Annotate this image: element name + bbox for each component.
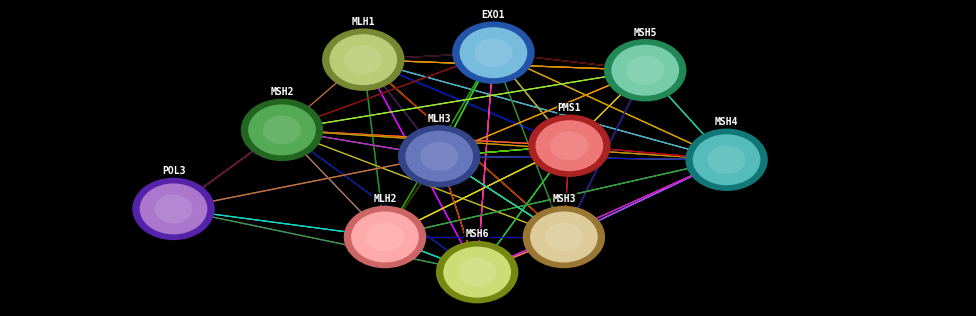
Ellipse shape [247, 104, 316, 156]
Ellipse shape [545, 222, 583, 252]
Ellipse shape [604, 39, 686, 101]
Ellipse shape [708, 145, 746, 174]
Ellipse shape [692, 133, 761, 186]
Ellipse shape [442, 246, 511, 298]
Text: MSH6: MSH6 [466, 229, 489, 240]
Text: POL3: POL3 [162, 166, 185, 176]
Ellipse shape [459, 26, 528, 79]
Ellipse shape [329, 33, 398, 86]
Ellipse shape [398, 125, 480, 187]
Ellipse shape [535, 119, 604, 172]
Text: MLH1: MLH1 [351, 17, 375, 27]
Text: MSH4: MSH4 [714, 117, 738, 127]
Ellipse shape [523, 206, 605, 268]
Ellipse shape [350, 211, 420, 263]
Ellipse shape [133, 178, 215, 240]
Text: MSH2: MSH2 [270, 87, 294, 97]
Ellipse shape [404, 130, 474, 183]
Text: MLH3: MLH3 [427, 113, 451, 124]
Ellipse shape [420, 142, 459, 171]
Text: EXO1: EXO1 [482, 10, 506, 20]
Ellipse shape [611, 44, 680, 97]
Ellipse shape [452, 21, 535, 84]
Ellipse shape [529, 211, 598, 263]
Ellipse shape [458, 258, 496, 287]
Ellipse shape [550, 131, 589, 160]
Ellipse shape [322, 28, 404, 91]
Ellipse shape [139, 183, 208, 235]
Ellipse shape [263, 115, 301, 144]
Ellipse shape [685, 129, 768, 191]
Ellipse shape [344, 206, 427, 268]
Ellipse shape [241, 99, 323, 161]
Text: MSH3: MSH3 [552, 194, 576, 204]
Ellipse shape [154, 194, 192, 223]
Ellipse shape [627, 56, 665, 85]
Ellipse shape [474, 38, 512, 67]
Ellipse shape [366, 222, 404, 252]
Text: MSH5: MSH5 [633, 27, 657, 38]
Ellipse shape [436, 241, 518, 303]
Ellipse shape [345, 45, 383, 74]
Ellipse shape [528, 114, 611, 177]
Text: PMS1: PMS1 [557, 103, 581, 113]
Text: MLH2: MLH2 [373, 194, 396, 204]
